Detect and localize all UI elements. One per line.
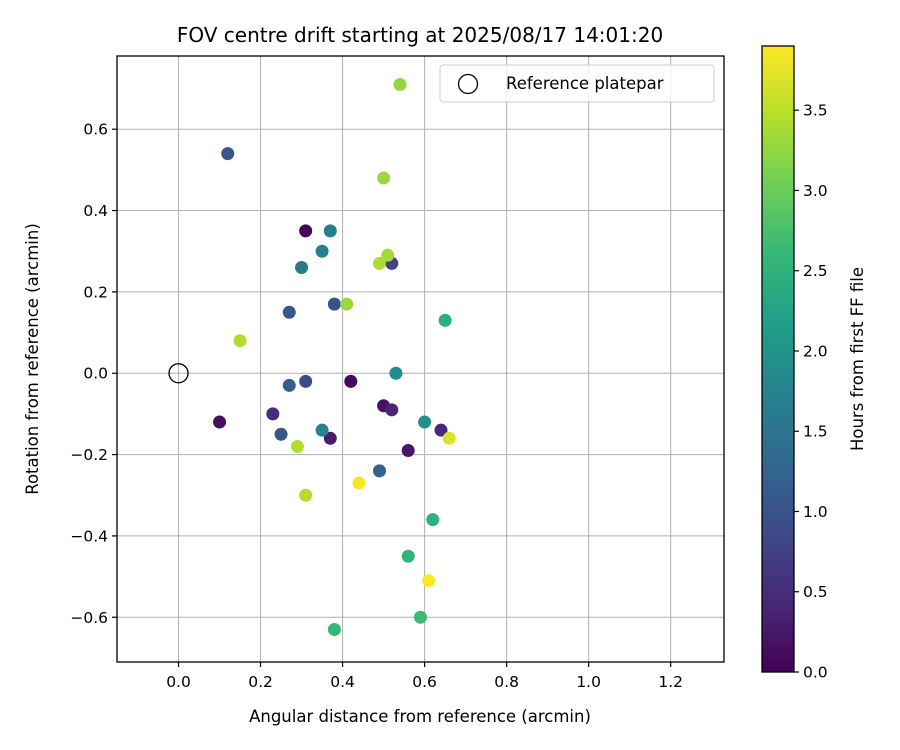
colorbar-gradient [761, 45, 795, 673]
data-point [323, 224, 337, 238]
colorbar-tick-label: 2.5 [803, 262, 828, 280]
data-point [299, 224, 313, 238]
colorbar-label: Hours from first FF file [848, 267, 867, 451]
data-point [426, 513, 440, 527]
grid-lines [117, 56, 724, 662]
colorbar-tick-label: 1.0 [803, 503, 828, 521]
data-point [327, 297, 341, 311]
y-tick-label: −0.6 [70, 609, 108, 627]
legend-reference-marker [457, 73, 479, 95]
data-point [213, 415, 227, 429]
colorbar-tick-label: 0.5 [803, 583, 828, 601]
data-point [372, 464, 386, 478]
data-point [393, 77, 407, 91]
data-point [352, 476, 366, 490]
data-point [442, 431, 456, 445]
plot-frame [116, 55, 725, 663]
reference-platepar-marker [168, 363, 189, 384]
colorbar-ticks: 0.0 0.5 1.0 1.5 2.0 2.5 3.0 3.5 [794, 102, 828, 682]
x-tick-label: 0.4 [330, 673, 355, 691]
data-point [315, 244, 329, 258]
colorbar-tick-label: 2.0 [803, 342, 828, 360]
legend: Reference platepar [439, 64, 715, 103]
colorbar-tick-label: 3.5 [803, 102, 828, 120]
data-point [414, 610, 427, 624]
x-tick-label: 1.2 [658, 673, 683, 691]
x-axis-ticks: 0.0 0.2 0.4 0.6 0.8 1.0 1.2 [166, 662, 683, 691]
legend-label: Reference platepar [506, 74, 664, 93]
y-tick-label: 0.2 [83, 283, 108, 301]
data-point [233, 334, 247, 348]
data-point [434, 423, 448, 437]
data-point [290, 439, 304, 453]
data-point [327, 622, 341, 636]
data-point [315, 423, 329, 437]
data-point [266, 407, 280, 421]
data-point [344, 374, 358, 388]
data-point [385, 403, 399, 417]
y-tick-label: 0.4 [83, 202, 108, 220]
x-tick-label: 0.2 [248, 673, 273, 691]
data-point [372, 256, 386, 270]
data-point [295, 260, 309, 274]
y-axis-ticks: −0.6 −0.4 −0.2 0.0 0.2 0.4 0.6 [70, 121, 117, 627]
data-point [282, 378, 296, 392]
data-point [377, 171, 391, 185]
data-point [340, 297, 354, 311]
data-point [389, 366, 403, 380]
y-axis-title: Rotation from reference (arcmin) [23, 223, 42, 495]
data-point [221, 147, 235, 161]
reference-marker-layer [168, 363, 189, 384]
data-point [299, 488, 313, 502]
colorbar-tick-label: 0.0 [803, 664, 828, 682]
data-point [418, 415, 432, 429]
colorbar-tick-label: 3.0 [803, 182, 828, 200]
data-point [299, 374, 313, 388]
legend-box [439, 64, 715, 103]
data-point [401, 549, 415, 563]
data-point [323, 431, 337, 445]
colorbar-tick-label: 1.5 [803, 423, 828, 441]
data-point [381, 248, 395, 262]
x-tick-label: 0.6 [412, 673, 437, 691]
x-axis-title: Angular distance from reference (arcmin) [249, 707, 591, 726]
y-tick-label: 0.6 [83, 121, 108, 139]
x-tick-label: 0.0 [166, 673, 191, 691]
data-point [401, 444, 415, 458]
data-points [213, 77, 456, 636]
y-tick-label: −0.4 [70, 527, 108, 545]
y-tick-label: −0.2 [70, 446, 108, 464]
colorbar: 0.0 0.5 1.0 1.5 2.0 2.5 3.0 3.5 Hours from firs… [761, 45, 867, 682]
x-tick-label: 0.8 [494, 673, 519, 691]
data-point [422, 574, 436, 588]
chart-title: FOV centre drift starting at 2025/08/17 … [177, 23, 663, 47]
data-point [438, 313, 452, 327]
data-point [274, 427, 288, 441]
x-tick-label: 1.0 [576, 673, 601, 691]
data-point [282, 305, 296, 319]
y-tick-label: 0.0 [83, 365, 108, 383]
